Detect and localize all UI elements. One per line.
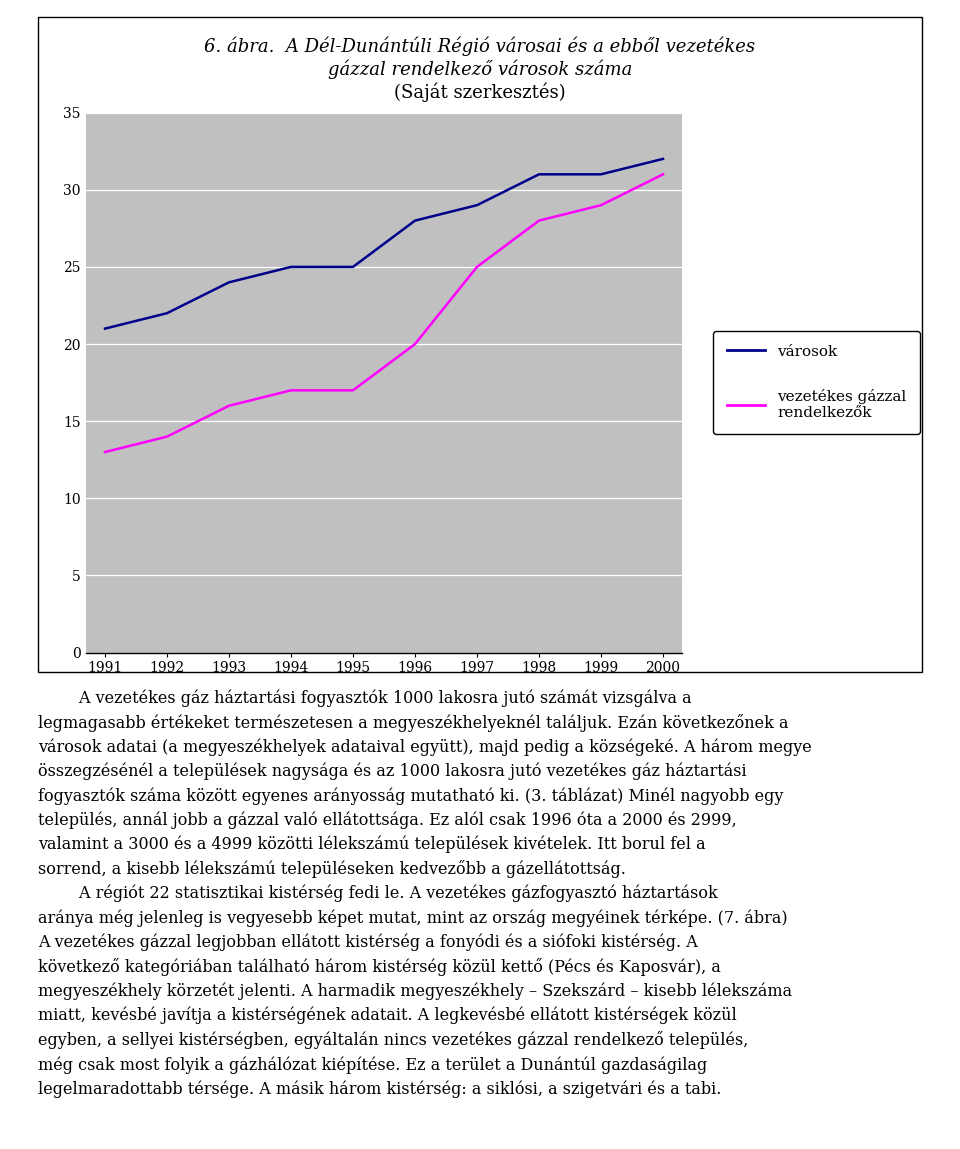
Text: (Saját szerkesztés): (Saját szerkesztés) — [395, 83, 565, 102]
Text: gázzal rendelkező városok száma: gázzal rendelkező városok száma — [327, 60, 633, 79]
Text: 6. ábra.  A Dél-Dunántúli Régió városai és a ebből vezetékes: 6. ábra. A Dél-Dunántúli Régió városai é… — [204, 37, 756, 56]
Legend: városok, vezetékes gázzal
rendelkezők: városok, vezetékes gázzal rendelkezők — [713, 331, 921, 434]
Text: A vezetékes gáz háztartási fogyasztók 1000 lakosra jutó számát vizsgálva a
legma: A vezetékes gáz háztartási fogyasztók 10… — [38, 689, 812, 1098]
